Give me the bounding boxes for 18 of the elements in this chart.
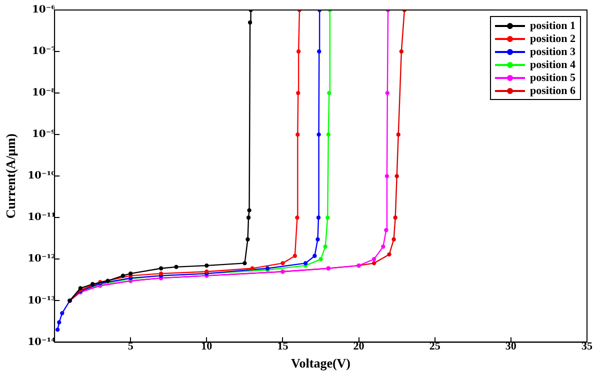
legend-label: position 1 (530, 20, 576, 32)
y-tick-label: 10⁻⁷ (32, 46, 56, 58)
legend-label: position 5 (530, 72, 576, 84)
x-tick-label: 20 (353, 340, 365, 353)
x-tick-label: 10 (201, 340, 213, 353)
y-axis-title: Current(A/μm) (3, 134, 18, 219)
legend-label: position 4 (530, 58, 576, 70)
y-tick-label: 10⁻¹² (28, 254, 56, 265)
legend-label: position 3 (530, 46, 576, 58)
x-tick-label: 25 (429, 340, 441, 353)
x-tick-label: 35 (582, 340, 593, 353)
x-tick-label: 5 (128, 340, 134, 353)
x-axis-title: Voltage(V) (291, 356, 351, 371)
legend-label: position 6 (530, 84, 576, 96)
x-tick-label: 15 (277, 340, 289, 353)
y-tick-label: 10⁻¹¹ (28, 212, 56, 224)
x-tick-label: 30 (505, 340, 517, 353)
legend-label: position 2 (530, 32, 576, 44)
